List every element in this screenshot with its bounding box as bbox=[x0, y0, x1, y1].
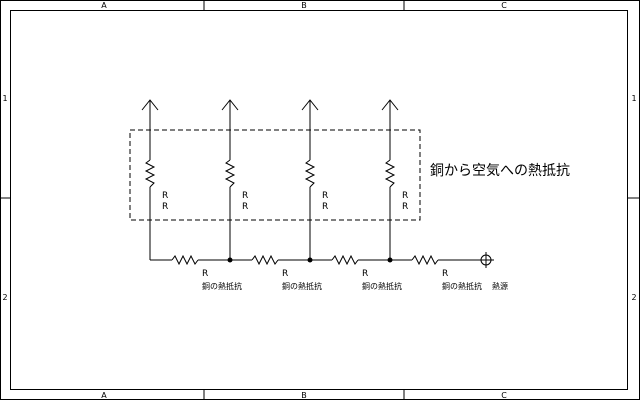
zone-left-1: 1 bbox=[2, 94, 7, 103]
heat-source-label: 熱源 bbox=[492, 281, 508, 291]
heat-flow-arrow bbox=[381, 99, 399, 111]
branch-1 bbox=[141, 99, 159, 260]
horizontal-resistor-label: R bbox=[202, 269, 208, 279]
heat-flow-arrow bbox=[301, 99, 319, 111]
junction-dot bbox=[387, 257, 393, 263]
vertical-resistor-label-2: R bbox=[242, 202, 248, 212]
branch-3 bbox=[301, 99, 319, 260]
vertical-resistor-label-1: R bbox=[242, 191, 248, 201]
zone-right-1: 1 bbox=[631, 94, 636, 103]
branch-4 bbox=[381, 99, 399, 260]
heat-source-terminal bbox=[478, 252, 494, 268]
zone-top-a: A bbox=[101, 1, 107, 10]
vertical-resistor-label-1: R bbox=[322, 191, 328, 201]
branch-2 bbox=[221, 99, 239, 260]
vertical-resistor bbox=[144, 159, 156, 188]
zone-bottom-c: C bbox=[501, 391, 507, 400]
junction-dot bbox=[227, 257, 233, 263]
zone-right-2: 2 bbox=[631, 293, 636, 302]
horizontal-resistor bbox=[171, 254, 199, 266]
horizontal-resistor-caption: 銅の熱抵抗 bbox=[202, 281, 242, 291]
vertical-resistor-label-2: R bbox=[162, 202, 168, 212]
vertical-resistor-label-1: R bbox=[162, 191, 168, 201]
horizontal-resistor-label: R bbox=[282, 269, 288, 279]
vertical-resistor bbox=[384, 159, 396, 188]
junction-dot bbox=[307, 257, 313, 263]
horizontal-resistor-caption: 銅の熱抵抗 bbox=[282, 281, 322, 291]
horizontal-resistor bbox=[411, 254, 439, 266]
zone-left-2: 2 bbox=[2, 293, 7, 302]
horizontal-resistor bbox=[331, 254, 359, 266]
vertical-resistor bbox=[224, 159, 236, 188]
horizontal-resistor-label: R bbox=[362, 269, 368, 279]
horizontal-resistor-caption: 銅の熱抵抗 bbox=[362, 281, 402, 291]
copper-chain bbox=[150, 254, 481, 266]
horizontal-resistor bbox=[251, 254, 279, 266]
horizontal-resistor-caption: 銅の熱抵抗 bbox=[442, 281, 482, 291]
zone-bottom-a: A bbox=[101, 391, 107, 400]
heat-flow-arrow bbox=[141, 99, 159, 111]
vertical-resistor-label-2: R bbox=[322, 202, 328, 212]
zone-top-c: C bbox=[501, 1, 507, 10]
vertical-resistor-label-1: R bbox=[402, 191, 408, 201]
heat-flow-arrow bbox=[221, 99, 239, 111]
air-resistance-group-box bbox=[129, 129, 421, 221]
vertical-resistor-label-2: R bbox=[402, 202, 408, 212]
horizontal-resistor-label: R bbox=[442, 269, 448, 279]
air-resistance-group-label: 銅から空気への熱抵抗 bbox=[430, 163, 570, 179]
zone-bottom-b: B bbox=[301, 391, 307, 400]
inner-border bbox=[10, 10, 628, 390]
vertical-resistor bbox=[304, 159, 316, 188]
zone-top-b: B bbox=[301, 1, 307, 10]
